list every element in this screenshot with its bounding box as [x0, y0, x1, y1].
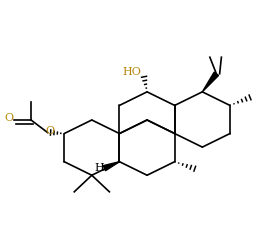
Polygon shape	[103, 162, 119, 171]
Text: O: O	[45, 126, 54, 136]
Text: H: H	[94, 163, 104, 173]
Text: O: O	[5, 113, 14, 123]
Polygon shape	[202, 72, 218, 92]
Text: HO: HO	[123, 67, 141, 77]
